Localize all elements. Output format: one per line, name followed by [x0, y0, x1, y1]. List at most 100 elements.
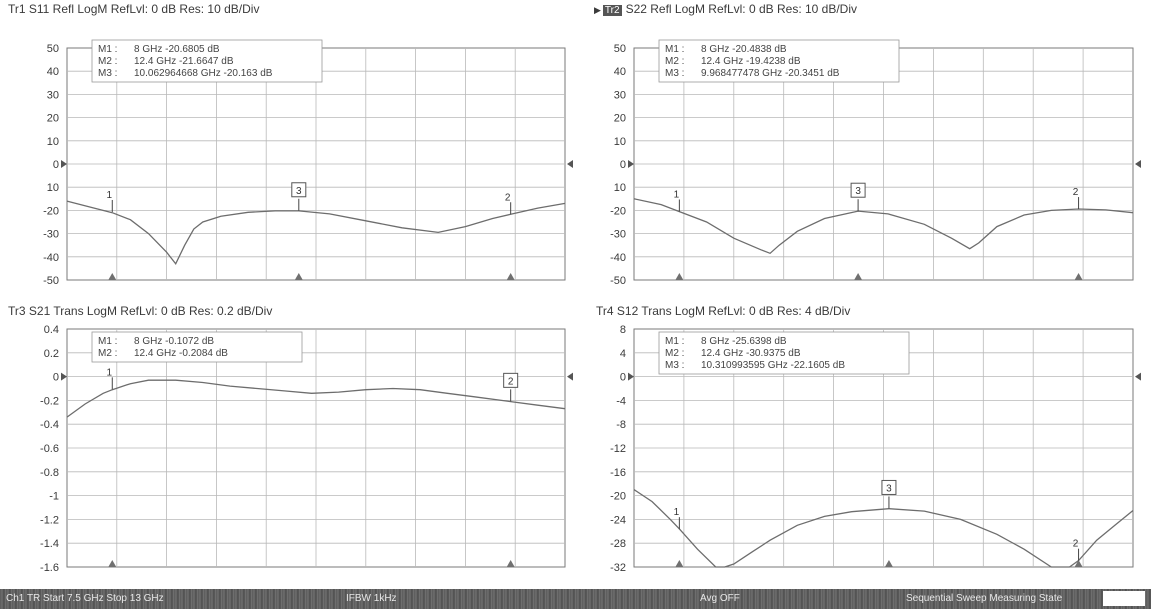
y-tick-label: 40: [614, 66, 626, 78]
active-marker-box[interactable]: [503, 372, 519, 388]
panel-tr4: Tr4 S12 Trans LogM RefLvl: 0 dB Res: 4 d…: [576, 296, 1151, 589]
ref-level-left-icon: [628, 372, 634, 381]
marker-readout-value: 12.4 GHz -30.9375 dB: [701, 348, 801, 359]
marker-readout-value: 12.4 GHz -19.4238 dB: [701, 56, 801, 67]
y-tick-label: -1.2: [40, 514, 59, 526]
trace-plot-s11: 50 40 30 20 10 0 10 -20 -30 -40 -50 1 2 3 M1 : 8 GHz -2…: [43, 39, 573, 287]
active-trace-badge[interactable]: Tr2: [602, 5, 622, 16]
panel-title: Tr1 S11 Refl LogM RefLvl: 0 dB Res: 10 d…: [8, 2, 259, 16]
ifbw-text[interactable]: IFBW 1kHz: [346, 593, 397, 604]
marker-readout-value: 10.062964668 GHz -20.163 dB: [134, 68, 273, 79]
panel-title-text: S22 Refl LogM RefLvl: 0 dB Res: 10 dB/Di…: [625, 2, 858, 16]
y-tick-label: 10: [47, 182, 59, 194]
stimulus-marker-icon[interactable]: [108, 273, 117, 280]
marker-label[interactable]: 1: [674, 507, 680, 518]
marker-readout-value: 12.4 GHz -0.2084 dB: [134, 348, 228, 359]
trace-line: [633, 489, 1134, 568]
trace-line: [66, 200, 566, 266]
sweep-range-text[interactable]: Ch1 TR Start 7.5 GHz Stop 13 GHz: [6, 593, 164, 604]
marker-label[interactable]: 2: [1073, 539, 1079, 550]
trace-line: [633, 198, 1134, 255]
y-tick-label: -12: [610, 443, 626, 455]
y-tick-label: -16: [610, 467, 626, 479]
y-tick-label: -20: [43, 205, 59, 217]
marker-label[interactable]: 3: [296, 186, 302, 197]
y-tick-label: -1: [49, 491, 59, 503]
stimulus-marker-icon[interactable]: [1074, 273, 1083, 280]
stimulus-marker-icon[interactable]: [854, 273, 863, 280]
ref-level-left-icon: [61, 372, 67, 381]
y-tick-label: 0: [53, 159, 59, 171]
trace-plot-s22: 50 40 30 20 10 0 10 -20 -30 -40 -50 1 2 3 M1 : 8 GHz -2…: [610, 39, 1141, 287]
y-tick-label: -0.4: [40, 419, 59, 431]
y-tick-label: 30: [614, 89, 626, 101]
ref-level-left-icon: [61, 160, 67, 168]
y-tick-label: 50: [614, 43, 626, 55]
y-tick-label: -24: [610, 514, 626, 526]
stimulus-marker-icon[interactable]: [675, 560, 684, 567]
trace-plot-s21: 0.4 0.2 0 -0.2 -0.4 -0.6 -0.8 -1 -1.2 -1.4 -1.6 1 2 M…: [40, 324, 573, 574]
marker-readout-name: M2 :: [665, 348, 684, 359]
ref-level-left-icon: [628, 160, 634, 168]
stimulus-marker-icon[interactable]: [108, 560, 117, 567]
y-tick-label: -30: [610, 229, 626, 241]
marker-readout-name: M1 :: [98, 44, 117, 55]
marker-readout-name: M2 :: [98, 348, 117, 359]
y-tick-label: 30: [47, 89, 59, 101]
active-marker-box[interactable]: [850, 182, 866, 198]
active-marker-box[interactable]: [291, 182, 307, 198]
marker-readout-value: 8 GHz -25.6398 dB: [701, 336, 787, 347]
y-tick-label: 0: [53, 372, 59, 384]
marker-label[interactable]: 1: [106, 190, 112, 201]
y-tick-label: 0.4: [44, 324, 59, 336]
active-marker-box[interactable]: [881, 479, 897, 495]
stimulus-marker-icon[interactable]: [1074, 560, 1083, 567]
y-tick-label: 20: [47, 113, 59, 125]
marker-readout-value: 8 GHz -20.4838 dB: [701, 44, 787, 55]
y-tick-label: 8: [620, 324, 626, 336]
y-tick-label: -28: [610, 538, 626, 550]
ref-level-right-icon: [567, 160, 573, 168]
y-tick-label: -0.8: [40, 467, 59, 479]
marker-readout-box: [658, 39, 900, 83]
marker-readout-name: M3 :: [665, 360, 684, 371]
panel-tr3: Tr3 S21 Trans LogM RefLvl: 0 dB Res: 0.2…: [0, 296, 575, 589]
marker-readout-value: 12.4 GHz -21.6647 dB: [134, 56, 234, 67]
y-tick-label: -0.2: [40, 395, 59, 407]
panel-tr2: ▶ Tr2 S22 Refl LogM RefLvl: 0 dB Res: 10 d…: [576, 0, 1151, 296]
marker-label[interactable]: 3: [855, 186, 861, 197]
y-tick-label: -1.4: [40, 538, 59, 550]
y-tick-label: 0: [620, 159, 626, 171]
marker-label[interactable]: 2: [508, 376, 514, 387]
y-tick-label: 10: [614, 136, 626, 148]
marker-readout-name: M1 :: [665, 44, 684, 55]
y-tick-label: -1.6: [40, 562, 59, 574]
panel-title: ▶ Tr2 S22 Refl LogM RefLvl: 0 dB Res: 10 d…: [594, 2, 857, 16]
marker-label[interactable]: 1: [674, 190, 680, 201]
stimulus-marker-icon[interactable]: [884, 560, 893, 567]
trace-line: [66, 379, 566, 418]
trace-plot-s12: 8 4 0 -4 -8 -12 -16 -20 -24 -28 -32 1 2 3 M1 : 8 GHz -2…: [610, 324, 1141, 574]
marker-readout-box: [658, 331, 910, 375]
stimulus-marker-icon[interactable]: [675, 273, 684, 280]
stimulus-marker-icon[interactable]: [506, 273, 515, 280]
y-tick-label: -0.6: [40, 443, 59, 455]
sweep-state-text: Sequential Sweep Measuring State: [906, 593, 1063, 604]
panel-title-text: Tr3 S21 Trans LogM RefLvl: 0 dB Res: 0.2…: [8, 304, 273, 318]
stimulus-marker-icon[interactable]: [506, 560, 515, 567]
marker-label[interactable]: 2: [1073, 187, 1079, 198]
y-tick-label: -30: [43, 229, 59, 241]
status-indicator-box: [1103, 591, 1145, 606]
y-tick-label: 4: [620, 348, 626, 360]
ref-level-right-icon: [1135, 372, 1141, 381]
stimulus-marker-icon[interactable]: [294, 273, 303, 280]
averaging-text[interactable]: Avg OFF: [700, 593, 740, 604]
marker-readout-value: 8 GHz -0.1072 dB: [134, 336, 214, 347]
marker-readout-box: [91, 39, 323, 83]
marker-label[interactable]: 1: [106, 367, 112, 378]
marker-readout-box: [91, 331, 303, 363]
y-tick-label: 0.2: [44, 348, 59, 360]
marker-label[interactable]: 2: [505, 192, 511, 203]
marker-label[interactable]: 3: [886, 483, 892, 494]
marker-readout-name: M2 :: [98, 56, 117, 67]
